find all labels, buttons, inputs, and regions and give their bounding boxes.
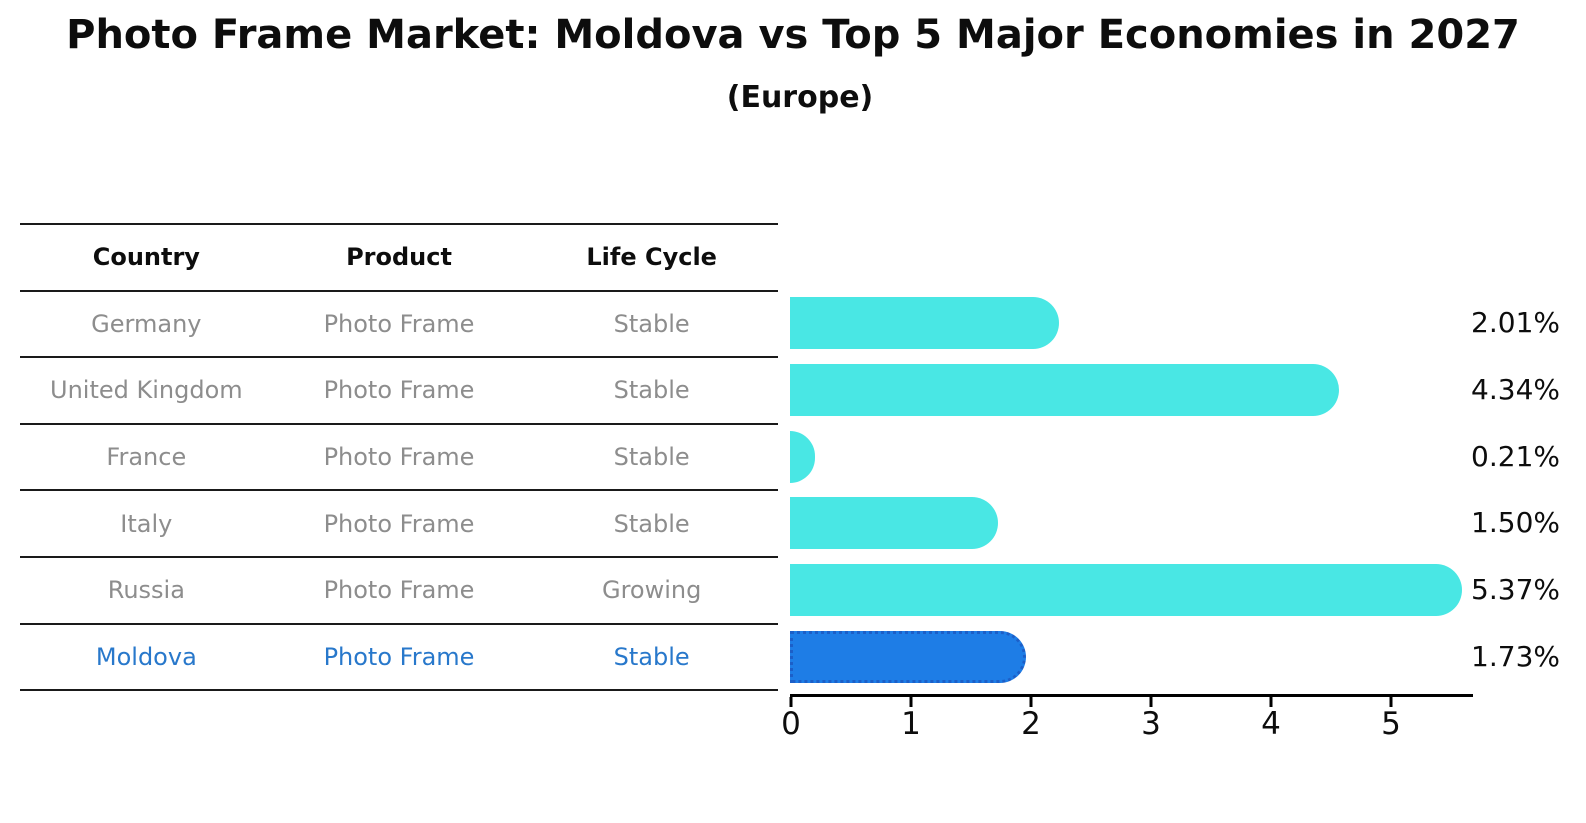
life-cycle-cell: Growing xyxy=(601,576,702,605)
table-row: France Photo Frame Stable xyxy=(20,425,778,492)
table-row: United Kingdom Photo Frame Stable xyxy=(20,358,778,425)
life-cycle-cell: Stable xyxy=(613,443,690,472)
bar-russia xyxy=(790,564,1462,616)
bar-france xyxy=(790,430,815,483)
x-tick-label: 1 xyxy=(901,706,921,742)
product-cell: Photo Frame xyxy=(323,309,475,338)
table-header-row: Country Product Life Cycle xyxy=(20,225,778,292)
x-axis-line xyxy=(790,694,1473,697)
bar-value-label: 5.37% xyxy=(1471,573,1560,606)
bar-value-label: 1.73% xyxy=(1471,639,1560,673)
product-cell: Photo Frame xyxy=(323,509,475,538)
country-cell: United Kingdom xyxy=(50,376,243,405)
country-cell: France xyxy=(106,443,187,472)
x-tick-label: 2 xyxy=(1021,706,1041,742)
x-tick-mark xyxy=(1029,697,1033,707)
table-body: Germany Photo Frame Stable United Kingdom Ph… xyxy=(20,292,778,692)
bar-value-label: 0.21% xyxy=(1471,439,1560,473)
country-cell: Moldova xyxy=(95,642,197,671)
x-tick-mark xyxy=(789,697,793,707)
country-cell: Germany xyxy=(91,309,202,338)
bar-italy xyxy=(790,497,998,550)
x-tick-label: 5 xyxy=(1381,706,1401,742)
x-tick-label: 4 xyxy=(1261,706,1281,742)
life-cycle-cell: Stable xyxy=(613,376,690,405)
bar-germany xyxy=(790,297,1059,350)
bar-value-label: 2.01% xyxy=(1471,306,1560,340)
table-row: Germany Photo Frame Stable xyxy=(20,292,778,359)
country-cell: Russia xyxy=(107,576,185,605)
bar-moldova xyxy=(790,630,1026,683)
x-tick-label: 0 xyxy=(781,706,801,742)
x-tick-mark xyxy=(1389,697,1393,707)
bar-value-label: 1.50% xyxy=(1471,506,1560,540)
table-row: Russia Photo Frame Growing xyxy=(20,558,778,625)
life-cycle-cell: Stable xyxy=(613,509,690,538)
column-header-product: Product xyxy=(346,243,452,272)
life-cycle-cell: Stable xyxy=(613,309,690,338)
country-cell: Italy xyxy=(120,509,173,538)
column-header-country: Country xyxy=(92,243,200,272)
product-cell: Photo Frame xyxy=(323,642,475,671)
x-tick-label: 3 xyxy=(1141,706,1161,742)
x-tick-mark xyxy=(909,697,913,707)
column-header-life-cycle: Life Cycle xyxy=(586,243,717,272)
country-info-table: Country Product Life Cycle Germany Photo … xyxy=(20,223,778,692)
bar-value-label: 4.34% xyxy=(1471,373,1560,406)
product-cell: Photo Frame xyxy=(323,443,475,472)
table-row: Moldova Photo Frame Stable xyxy=(20,625,778,692)
product-cell: Photo Frame xyxy=(323,376,475,405)
x-tick-mark xyxy=(1149,697,1153,707)
life-cycle-cell: Stable xyxy=(613,642,690,671)
chart-subtitle: (Europe) xyxy=(726,80,874,115)
table-row: Italy Photo Frame Stable xyxy=(20,491,778,558)
x-tick-mark xyxy=(1269,697,1273,707)
bar-united-kingdom xyxy=(790,364,1339,416)
chart-title: Photo Frame Market: Moldova vs Top 5 Maj… xyxy=(66,12,1520,58)
product-cell: Photo Frame xyxy=(323,576,475,605)
